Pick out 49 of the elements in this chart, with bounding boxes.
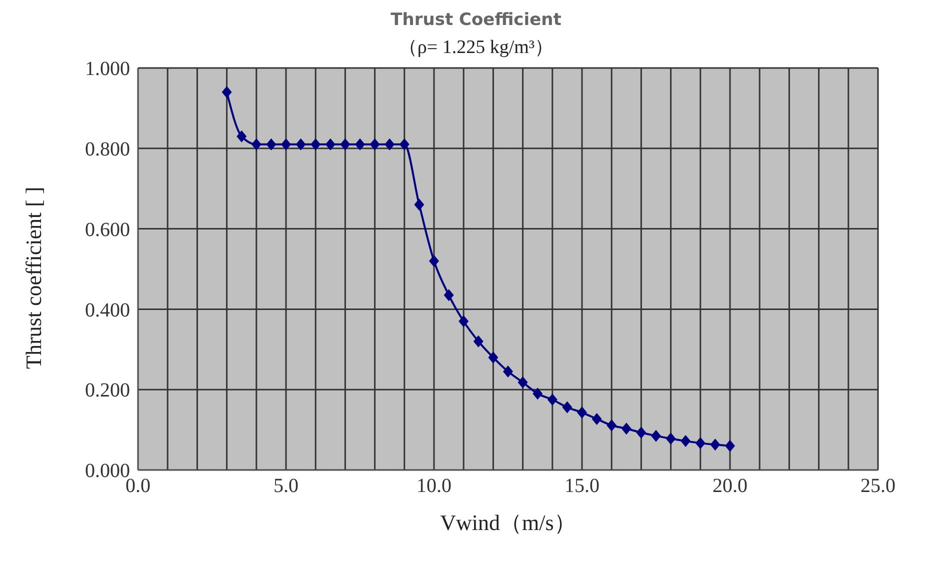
point [414,198,424,211]
point [503,366,513,378]
chart-subtitle: （ρ= 1.225 kg/m³） [397,36,555,60]
point [518,376,528,388]
y-tick-label: 0.400 [85,299,130,322]
point [562,401,572,414]
point [710,438,720,451]
point [651,430,661,442]
y-tick-label: 0.600 [85,218,130,241]
point [577,406,587,419]
chart-title: Thrust Coefficient [390,10,562,30]
point [444,289,454,302]
point [384,138,395,150]
point [370,138,380,150]
point [236,130,247,142]
y-tick-label: 0.200 [85,380,130,402]
point [355,138,365,150]
y-axis-title: Thrust coefficient [ ] [20,186,46,369]
x-tick-label: 25.0 [860,475,896,498]
point [325,138,336,150]
x-tick-label: 15.0 [564,475,600,498]
point [222,86,232,98]
point [666,432,676,445]
point [725,440,735,452]
point [251,138,262,150]
y-tick-label: 1.000 [85,58,130,80]
x-tick-label: 20.0 [712,475,748,498]
point [266,138,276,150]
point [340,138,350,150]
point [636,426,646,439]
y-tick-label: 0.800 [85,138,130,160]
point [488,351,498,364]
point [532,388,543,400]
x-axis-title: Vwind（m/s） [440,510,576,535]
point [458,315,469,328]
point [399,138,410,150]
x-tick-label: 5.0 [274,475,298,498]
point [296,138,306,150]
point [473,335,484,348]
point [606,419,617,432]
point [621,422,632,435]
point [547,394,558,406]
point [680,435,691,448]
point [695,437,706,450]
point [429,254,439,267]
x-tick-label: 10.0 [416,475,452,498]
point [281,138,291,150]
point [310,138,321,150]
point [592,412,602,425]
